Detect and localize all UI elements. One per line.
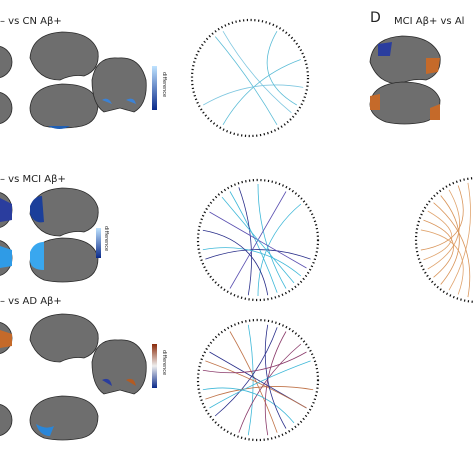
- brains-row-3: difference: [0, 313, 167, 441]
- brains-panel-d: [369, 35, 441, 125]
- chord: [222, 59, 301, 125]
- chord: [266, 31, 297, 106]
- chord: [264, 331, 287, 436]
- chord: [440, 195, 460, 285]
- chord: [214, 36, 278, 125]
- chord: [420, 185, 464, 251]
- chord: [229, 331, 278, 433]
- chord: [427, 189, 461, 270]
- chord: [214, 327, 278, 417]
- brains-row-2: difference: [0, 187, 109, 283]
- panel-title: – vs AD Aβ+: [0, 296, 62, 307]
- chord: [203, 84, 304, 106]
- chord: [202, 351, 307, 374]
- chord: [423, 219, 454, 278]
- chord: [222, 31, 292, 114]
- panel-letter: D: [370, 10, 381, 26]
- chord: [433, 202, 471, 298]
- chord: [238, 343, 302, 433]
- chord: [202, 229, 269, 296]
- chord: [257, 203, 302, 297]
- chord: [229, 191, 278, 293]
- chord: [205, 386, 314, 400]
- chord: [202, 247, 302, 277]
- chord: [257, 183, 287, 289]
- chord: [209, 360, 311, 409]
- chord: [221, 196, 295, 284]
- connectograms: [190, 18, 474, 442]
- chord: [238, 187, 252, 296]
- chord: [448, 182, 471, 291]
- chord: [205, 360, 307, 409]
- chord: [202, 387, 295, 424]
- panel-title: – vs MCI Aβ+: [0, 174, 66, 185]
- chord: [264, 324, 287, 429]
- colorbar-label: difference: [103, 226, 109, 251]
- colorbar-label: difference: [161, 72, 167, 97]
- panel-title: – vs CN Aβ+: [0, 16, 62, 27]
- chord: [423, 210, 453, 261]
- chord: [420, 229, 464, 295]
- chord: [205, 249, 311, 260]
- panel-title: MCI Aβ+ vs Al: [394, 16, 464, 27]
- colorbar-label: difference: [161, 350, 167, 375]
- brains-row-1: difference: [0, 31, 167, 129]
